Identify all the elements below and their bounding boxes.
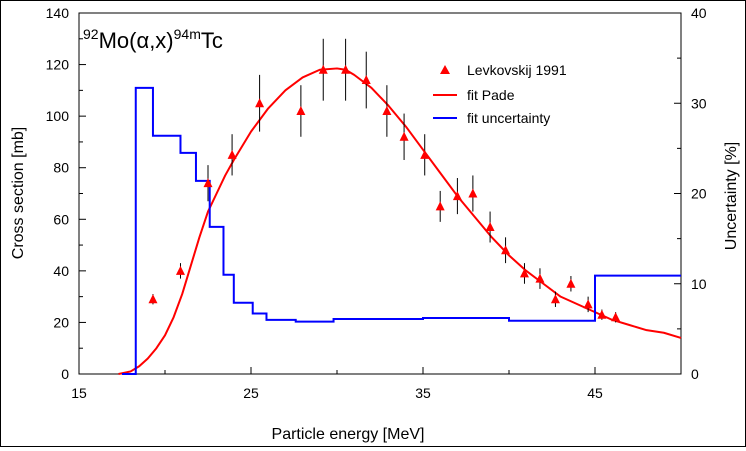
data-point-levkovskij: [597, 309, 607, 319]
points-layer: [148, 38, 621, 323]
data-point-levkovskij: [435, 201, 445, 211]
legend: Levkovskij 1991 fit Pade fit uncertainty: [433, 62, 567, 126]
data-point-levkovskij: [296, 105, 306, 115]
data-point-levkovskij: [361, 75, 371, 85]
x-tick-label: 45: [587, 385, 603, 401]
chart-title: 92Mo(α,x)94mTc: [83, 26, 223, 53]
fit-layer: [118, 67, 682, 375]
data-point-levkovskij: [550, 294, 560, 304]
data-point-levkovskij: [318, 64, 328, 74]
data-point-levkovskij: [535, 273, 545, 283]
y-left-tick-label: 100: [46, 108, 70, 124]
data-point-levkovskij: [227, 149, 237, 159]
data-point-levkovskij: [501, 245, 511, 255]
data-point-levkovskij: [420, 149, 430, 159]
y-left-tick-label: 60: [53, 211, 69, 227]
fit-pade-line: [118, 67, 682, 375]
data-point-levkovskij: [255, 98, 265, 108]
data-point-levkovskij: [485, 222, 495, 232]
legend-label-fit-uncertainty: fit uncertainty: [467, 110, 550, 126]
y-right-tick-label: 40: [691, 5, 707, 21]
fit-uncertainty-step-line: [122, 86, 681, 375]
y-left-tick-label: 120: [46, 57, 70, 73]
legend-label-fit-pade: fit Pade: [467, 87, 515, 103]
ticks-layer: 15 25 35 45 0 20 40 60 80 100 120 140 0 10 20 30 40: [46, 5, 707, 401]
data-point-levkovskij: [583, 299, 593, 309]
y-right-tick-label: 30: [691, 95, 707, 111]
data-point-levkovskij: [566, 278, 576, 288]
x-tick-label: 15: [71, 385, 87, 401]
x-tick-label: 25: [243, 385, 259, 401]
y-right-tick-label: 0: [691, 366, 699, 382]
data-point-levkovskij: [175, 265, 185, 275]
data-point-levkovskij: [203, 178, 213, 188]
y-right-tick-label: 10: [691, 276, 707, 292]
legend-label-levkovskij: Levkovskij 1991: [467, 62, 567, 78]
data-point-levkovskij: [468, 188, 478, 198]
data-point-levkovskij: [148, 294, 158, 304]
data-point-levkovskij: [452, 191, 462, 201]
data-point-levkovskij: [382, 105, 392, 115]
y-left-tick-label: 40: [53, 263, 69, 279]
data-point-levkovskij: [341, 64, 351, 74]
y-left-tick-label: 0: [61, 366, 69, 382]
data-point-levkovskij: [611, 312, 621, 322]
y-right-tick-label: 20: [691, 186, 707, 202]
x-axis-title: Particle energy [MeV]: [272, 426, 425, 443]
y-left-tick-label: 20: [53, 314, 69, 330]
data-point-levkovskij: [399, 131, 409, 141]
y-left-tick-label: 80: [53, 160, 69, 176]
y-axis-right-title: Uncertainty [%]: [723, 142, 740, 250]
y-left-tick-label: 140: [46, 5, 70, 21]
uncertainty-layer: [122, 86, 681, 375]
legend-marker-levkovskij: [440, 65, 450, 74]
data-point-levkovskij: [519, 268, 529, 278]
x-tick-label: 35: [415, 385, 431, 401]
y-axis-left-title: Cross section [mb]: [10, 127, 27, 259]
